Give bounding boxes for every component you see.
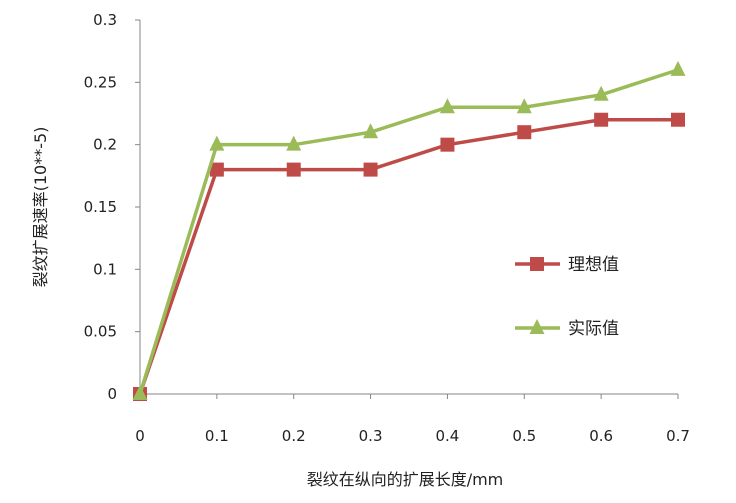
legend-marker [530,257,544,271]
data-point [363,162,378,177]
series-actual [132,60,686,400]
x-axis-title: 裂纹在纵向的扩展长度/mm [307,470,504,489]
data-point [439,98,455,114]
data-point [286,135,302,151]
series-ideal [133,112,685,401]
x-tick-label: 0.3 [359,427,383,445]
y-tick-label: 0.15 [84,198,117,216]
data-point [209,135,225,151]
data-point [363,123,379,139]
legend-marker [529,319,545,334]
x-tick-label: 0.4 [435,427,459,445]
legend-item: 理想值 [515,255,619,275]
data-point [440,137,455,152]
data-point [594,112,609,127]
y-tick-label: 0.25 [84,73,117,91]
y-tick-label: 0.3 [93,11,117,29]
y-tick-label: 0.2 [93,136,117,154]
x-tick-label: 0.1 [205,427,229,445]
series-line [138,117,678,395]
data-point [671,112,685,127]
y-tick-label: 0.05 [84,323,117,341]
data-point [517,125,532,140]
data-point [670,60,686,76]
y-tick-label: 0.1 [93,260,117,278]
data-point [132,385,148,400]
y-axis-title: 裂纹扩展速率(10**-5) [31,127,50,288]
x-tick-label: 0.7 [666,427,690,445]
x-tick-label: 0.5 [512,427,536,445]
x-tick-label: 0 [135,427,145,445]
series-line [138,68,679,395]
x-tick-label: 0.6 [589,427,613,445]
data-point [209,162,224,177]
x-tick-label: 0.2 [282,427,306,445]
legend-item: 实际值 [515,319,619,339]
y-tick-label: 0 [107,385,117,403]
legend-label: 实际值 [568,319,619,339]
data-point [286,162,301,177]
legend-label: 理想值 [568,255,619,275]
data-point [593,85,609,101]
data-point [516,98,532,114]
